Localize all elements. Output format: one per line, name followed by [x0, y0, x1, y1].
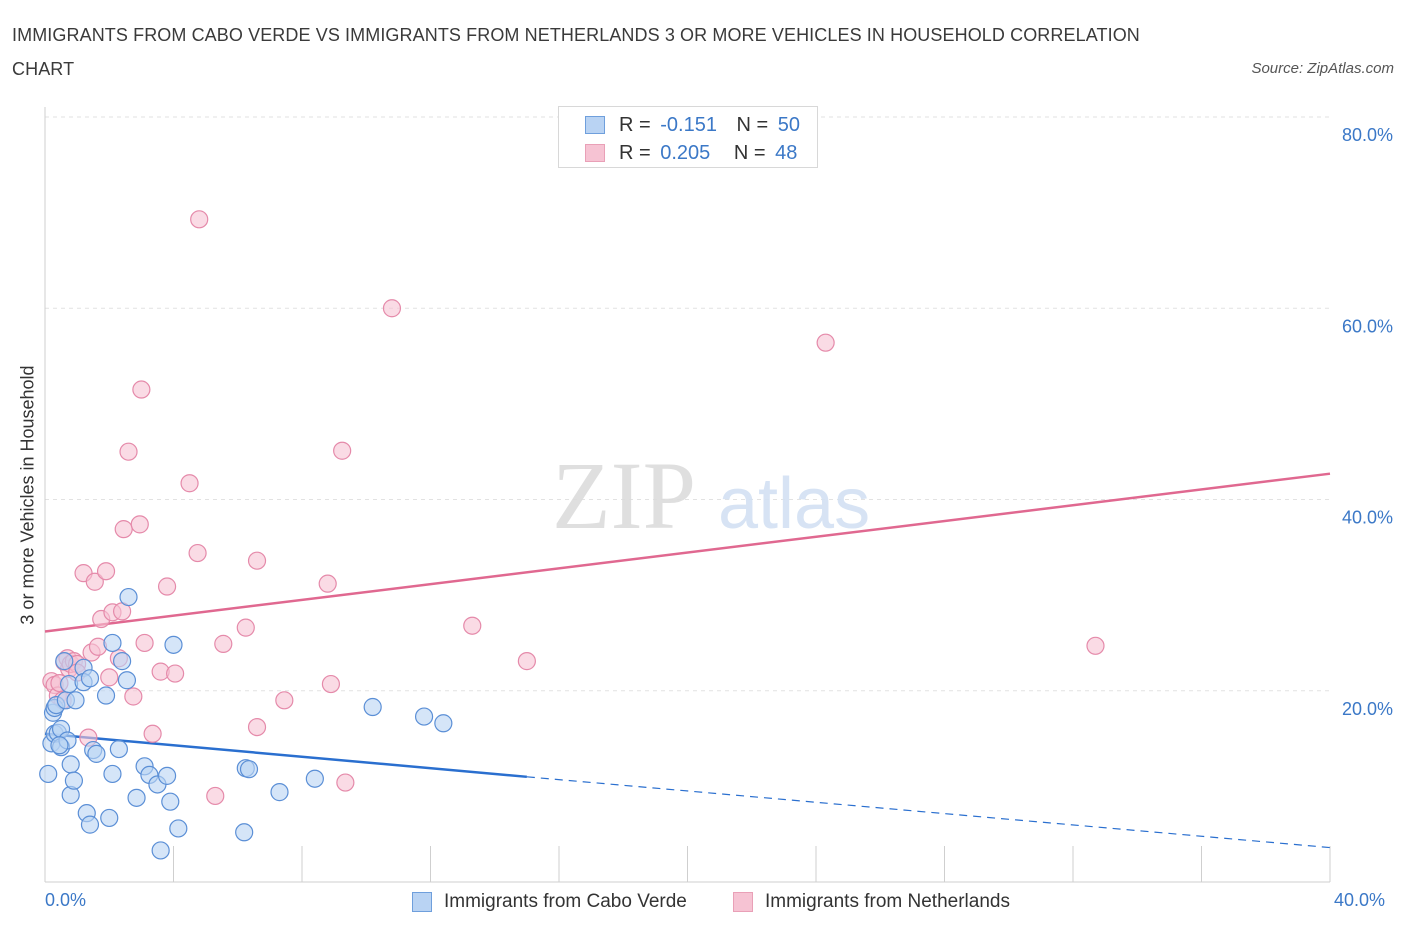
legend-r-label: R = [619, 114, 651, 136]
point-cabo-verde [39, 764, 58, 784]
point-netherlands [166, 664, 185, 683]
point-netherlands [463, 616, 482, 635]
legend-n-label: N = [736, 114, 769, 136]
point-netherlands [85, 572, 104, 591]
point-cabo-verde [127, 788, 146, 807]
y-tick-labels: 20.0% 40.0% 60.0% 80.0% [1342, 125, 1393, 719]
point-cabo-verde [100, 808, 119, 828]
y-tick-label: 60.0% [1342, 316, 1393, 336]
point-netherlands [336, 773, 355, 792]
point-netherlands [206, 786, 225, 806]
point-netherlands [190, 210, 209, 229]
legend-n-value: 48 [775, 142, 798, 164]
point-netherlands [236, 618, 255, 637]
x-tick-label-min: 0.0% [45, 890, 87, 910]
trend-lines [44, 472, 1331, 849]
point-cabo-verde [103, 764, 122, 784]
point-netherlands [275, 691, 294, 710]
axes [44, 107, 1331, 883]
series-cabo-verde [39, 587, 453, 860]
point-netherlands [114, 520, 133, 539]
y-tick-label: 40.0% [1342, 508, 1393, 528]
point-cabo-verde [169, 819, 188, 838]
point-cabo-verde [161, 792, 180, 811]
point-cabo-verde [305, 769, 324, 788]
point-netherlands [247, 551, 267, 570]
point-cabo-verde [80, 815, 100, 834]
point-netherlands [517, 652, 536, 671]
watermark: ZIP atlas [552, 442, 870, 549]
point-cabo-verde [96, 686, 116, 705]
point-cabo-verde [151, 841, 170, 860]
point-netherlands [318, 574, 337, 593]
watermark-atlas: atlas [718, 464, 870, 544]
trend-line-cabo-verde [44, 732, 527, 779]
point-cabo-verde [66, 691, 85, 710]
point-cabo-verde [270, 783, 289, 802]
point-netherlands [382, 299, 402, 318]
point-cabo-verde [414, 707, 434, 726]
series-netherlands [42, 210, 1105, 806]
point-cabo-verde [117, 671, 137, 690]
point-cabo-verde [64, 771, 84, 790]
point-cabo-verde [109, 739, 128, 759]
point-netherlands [1086, 636, 1105, 655]
point-netherlands [180, 474, 199, 493]
chart-title: IMMIGRANTS FROM CABO VERDE VS IMMIGRANTS… [12, 25, 1140, 79]
bottom-legend-swatch-pink [733, 892, 753, 912]
point-cabo-verde [80, 669, 100, 688]
point-netherlands [119, 442, 138, 461]
point-netherlands [321, 674, 341, 694]
point-netherlands [214, 634, 233, 653]
point-cabo-verde [112, 652, 132, 671]
point-cabo-verde [239, 760, 259, 779]
point-cabo-verde [164, 635, 183, 654]
legend-swatch-pink [585, 144, 605, 162]
legend-swatch-blue [585, 116, 605, 134]
point-cabo-verde [61, 755, 80, 774]
legend-r-value: -0.151 [660, 114, 717, 136]
x-tick-label-max: 40.0% [1334, 890, 1386, 910]
grid-lines [45, 116, 1330, 692]
watermark-zip: ZIP [552, 442, 696, 549]
y-axis-label: 3 or more Vehicles in Household [17, 365, 38, 625]
point-netherlands [143, 724, 162, 743]
point-cabo-verde [119, 587, 138, 607]
point-netherlands [247, 717, 267, 737]
bottom-legend-label: Immigrants from Cabo Verde [444, 891, 687, 912]
legend-r-label: R = [619, 142, 651, 164]
legend-r-value: 0.205 [660, 142, 711, 164]
point-cabo-verde [434, 714, 453, 733]
point-netherlands [188, 543, 207, 563]
point-netherlands [333, 441, 352, 460]
point-netherlands [130, 515, 149, 534]
point-netherlands [135, 633, 154, 653]
trend-line-cabo-verde-extrapolated [526, 776, 1331, 849]
source-label: Source: ZipAtlas.com [1251, 60, 1394, 77]
point-cabo-verde [157, 766, 177, 785]
point-netherlands [132, 380, 151, 399]
point-netherlands [96, 562, 116, 581]
point-cabo-verde [235, 823, 254, 842]
point-netherlands [124, 687, 143, 706]
legend-n-value: 50 [777, 114, 801, 136]
point-cabo-verde [363, 697, 382, 717]
legend-n-label: N = [733, 142, 766, 164]
point-netherlands [816, 333, 835, 352]
bottom-legend-swatch-blue [412, 892, 432, 912]
point-cabo-verde [103, 633, 122, 653]
y-tick-label: 80.0% [1342, 125, 1393, 145]
point-cabo-verde [55, 652, 74, 671]
point-cabo-verde [87, 744, 106, 763]
legend-box: R = -0.151 N = 50 R = 0.205 N = 48 [558, 106, 818, 168]
point-cabo-verde [50, 736, 69, 755]
trend-line-netherlands [44, 472, 1331, 633]
bottom-legend-label: Immigrants from Netherlands [765, 891, 1010, 912]
point-netherlands [100, 668, 119, 687]
y-tick-label: 20.0% [1342, 699, 1393, 719]
point-netherlands [157, 577, 177, 596]
